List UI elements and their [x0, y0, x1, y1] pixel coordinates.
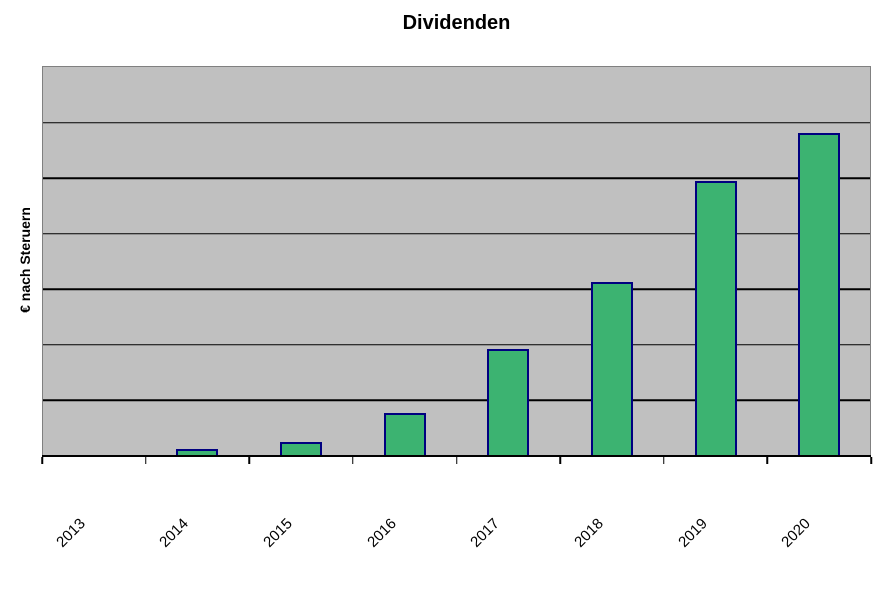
bar-2020 — [798, 133, 841, 455]
y-gridline — [43, 288, 870, 291]
x-axis-label-2015: 2015 — [260, 515, 296, 551]
x-axis-tick — [144, 457, 147, 464]
bar-2015 — [280, 442, 323, 455]
x-axis-tick — [870, 457, 872, 464]
y-gridline — [43, 121, 870, 124]
plot-area — [42, 66, 871, 455]
y-gridline — [43, 344, 870, 346]
x-axis-label-2018: 2018 — [571, 515, 607, 551]
bar-2016 — [383, 413, 426, 455]
x-axis-line — [42, 455, 871, 457]
x-axis-tick — [352, 457, 354, 464]
x-axis-label-2019: 2019 — [674, 515, 711, 551]
bar-2018 — [590, 282, 633, 455]
y-gridline — [43, 177, 870, 179]
x-axis-label-2013: 2013 — [53, 515, 89, 551]
y-gridline — [43, 399, 870, 402]
x-axis-tick — [41, 457, 43, 464]
bar-2014 — [176, 449, 219, 455]
x-axis-label-2017: 2017 — [467, 515, 504, 551]
x-axis-label-2020: 2020 — [778, 515, 814, 551]
x-axis-tick — [663, 457, 665, 464]
x-axis-tick — [559, 457, 561, 464]
x-axis-label-2014: 2014 — [156, 515, 193, 551]
y-axis-label: € nach Steruern — [17, 207, 33, 313]
x-axis-label-2016: 2016 — [363, 515, 400, 551]
x-axis-tick — [455, 457, 458, 464]
x-axis-tick — [766, 457, 769, 464]
chart-title: Dividenden — [402, 12, 511, 34]
x-axis-tick — [248, 457, 250, 464]
bar-2017 — [487, 349, 530, 455]
bar-2019 — [694, 181, 737, 455]
y-gridline — [43, 232, 870, 235]
